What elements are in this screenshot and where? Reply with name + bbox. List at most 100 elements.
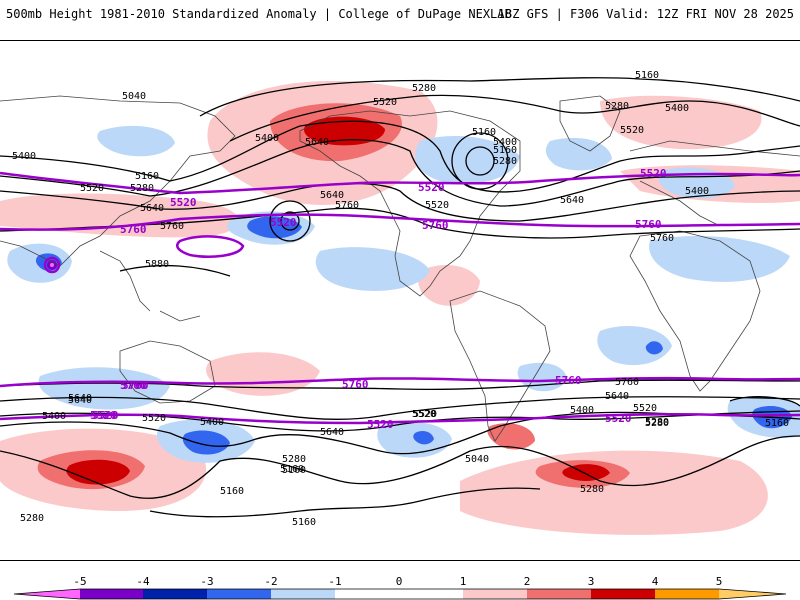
contour-label: 5280 <box>605 101 629 112</box>
contour-label: 5520 <box>80 183 104 194</box>
purple-label: 5520 <box>270 216 297 229</box>
purple-label: 5760 <box>120 379 147 392</box>
contour-label: 5040 <box>465 454 489 465</box>
pos-anomaly-south-indian-core <box>66 459 130 485</box>
contour-label: 5400 <box>570 405 594 416</box>
cb-tick-zero: 0 <box>395 575 403 588</box>
neg-anomaly-india-peak <box>50 263 54 267</box>
cb-seg-neg3 <box>143 589 207 599</box>
contour-label: 5520 <box>633 403 657 414</box>
coast-south-america <box>449 290 551 442</box>
highlight-contours <box>0 171 800 425</box>
contour-5760-north <box>0 207 800 239</box>
contour-label: 5280 <box>130 183 154 194</box>
contour-label: 5640 <box>320 427 344 438</box>
coast-europe <box>629 140 800 227</box>
contour-label: 5400 <box>685 186 709 197</box>
colorbar <box>13 588 787 600</box>
purple-5760-north <box>0 213 800 231</box>
anomaly-map: 5160 5040 5280 5520 5400 5640 5160 5280 … <box>0 40 800 561</box>
coast-north-america <box>299 110 521 297</box>
neg-anomaly-asia <box>649 236 790 282</box>
purple-label: 5760 <box>635 218 662 231</box>
cb-seg-pos3 <box>591 589 655 599</box>
contour-5160-north <box>199 77 800 117</box>
contour-label: 5400 <box>255 133 279 144</box>
cb-tick-pos5: 5 <box>715 575 723 588</box>
pos-anomaly-trop-atlantic <box>418 265 480 306</box>
contour-label: 5160 <box>472 127 496 138</box>
contour-5880-tropics <box>119 264 231 277</box>
cb-tick-pos2: 2 <box>523 575 531 588</box>
contour-label: 5160 <box>635 70 659 81</box>
cb-seg-neg2 <box>207 589 271 599</box>
contour-5160-south <box>149 487 541 518</box>
contour-label: 5760 <box>160 221 184 232</box>
purple-label: 5760 <box>120 223 147 236</box>
contour-label: 5520 <box>425 200 449 211</box>
cb-seg-neg5 <box>14 589 80 599</box>
colorbar-segments <box>13 588 787 600</box>
purple-label: 5760 <box>422 219 449 232</box>
contour-label: 5520 <box>142 413 166 424</box>
contour-label: 5160 <box>220 486 244 497</box>
purple-label: 5760 <box>555 374 582 387</box>
neg-anomaly-aleutian-mid <box>247 216 302 239</box>
map-title: 500mb Height 1981-2010 Standardized Anom… <box>6 7 512 21</box>
purple-contour-labels: 5520 5760 5520 5760 5520 5760 5520 5760 … <box>90 167 667 431</box>
purple-india-ring <box>43 256 61 274</box>
header-bar: 500mb Height 1981-2010 Standardized Anom… <box>0 0 800 40</box>
contour-label: 5520 <box>373 97 397 108</box>
contour-label: 5400 <box>665 103 689 114</box>
purple-label: 5520 <box>418 181 445 194</box>
cb-seg-zero-neg <box>335 589 399 599</box>
purple-label: 5520 <box>640 167 667 180</box>
contour-5160-low <box>729 396 800 407</box>
contour-label: 5520 <box>412 409 436 420</box>
contour-5280-north <box>229 94 800 142</box>
cb-tick-pos3: 3 <box>587 575 595 588</box>
coast-southeast-asia <box>99 250 201 322</box>
neg-anomaly-south-atlantic-low-mid <box>645 341 663 355</box>
neg-anomaly-hudson <box>415 136 520 184</box>
coast-asia <box>0 95 236 267</box>
contour-5400-north <box>0 120 800 193</box>
pos-anomaly-south-pacific <box>206 352 320 396</box>
contour-label: 5280 <box>645 418 669 429</box>
contour-label: 5160 <box>765 418 789 429</box>
contour-label: 5640 <box>320 190 344 201</box>
contour-label: 5400 <box>12 151 36 162</box>
cb-seg-neg1 <box>271 589 335 599</box>
contour-5520-north <box>0 139 800 207</box>
purple-label: 5520 <box>605 412 632 425</box>
contour-label: 5280 <box>20 513 44 524</box>
contour-label: 5160 <box>282 465 306 476</box>
cb-seg-pos2 <box>527 589 591 599</box>
neg-anomaly-south-pacific <box>38 367 170 410</box>
contour-label: 5160 <box>292 517 316 528</box>
cb-tick-neg4: -4 <box>136 575 150 588</box>
purple-label: 5760 <box>342 378 369 391</box>
contour-label: 5040 <box>122 91 146 102</box>
purple-5760-south <box>0 376 800 388</box>
purple-label: 5520 <box>92 409 119 422</box>
contour-5280-south <box>0 435 800 499</box>
purple-5520-north <box>0 171 800 195</box>
neg-anomaly-trop-pacific <box>315 247 430 291</box>
purple-5520-south <box>0 412 800 425</box>
purple-label: 5760 <box>122 379 149 392</box>
contour-label: 5640 <box>140 203 164 214</box>
contour-5400-south <box>0 411 800 455</box>
contour-label: 5520 <box>413 409 437 420</box>
contour-label: 5400 <box>493 137 517 148</box>
neg-anomaly-siberia <box>97 125 175 157</box>
anomaly-shading <box>0 81 800 535</box>
contour-label: 5760 <box>650 233 674 244</box>
contour-label: 5880 <box>145 259 169 270</box>
neg-anomaly-north-atlantic <box>545 137 612 171</box>
black-contour-labels: 5160 5040 5280 5520 5400 5640 5160 5280 … <box>12 70 789 528</box>
contour-5640-north <box>0 182 800 222</box>
contour-label: 5160 <box>493 145 517 156</box>
height-contours <box>0 77 800 518</box>
contour-label: 5760 <box>615 377 639 388</box>
